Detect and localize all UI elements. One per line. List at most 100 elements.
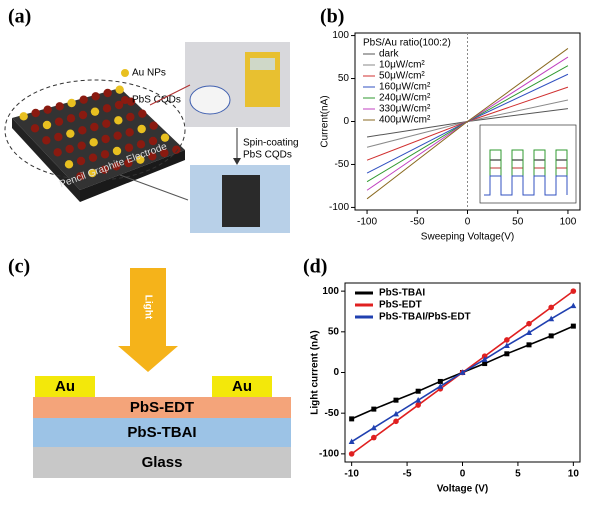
marker — [548, 333, 554, 339]
marker — [370, 424, 377, 431]
layer-label: PbS-TBAI — [127, 424, 196, 441]
particle — [114, 116, 123, 125]
legend-label: 240μW/cm² — [379, 93, 431, 104]
particle — [101, 134, 110, 144]
marker — [392, 410, 399, 417]
au-label: Au — [55, 378, 75, 395]
particle — [138, 109, 147, 118]
y-axis-title: Current(nA) — [320, 95, 331, 147]
legend-label: 400μW/cm² — [379, 115, 431, 126]
particle — [115, 85, 124, 94]
layer-label: PbS-EDT — [130, 399, 194, 416]
marker — [481, 353, 488, 360]
x-axis-title: Sweeping Voltage(V) — [421, 232, 514, 243]
y-tick-label: 50 — [338, 73, 350, 84]
particle — [172, 145, 181, 154]
logo-paper — [189, 85, 231, 115]
marker — [482, 361, 488, 367]
marker — [504, 351, 510, 357]
particle — [91, 92, 100, 101]
x-tick-label: 5 — [515, 469, 521, 480]
x-tick-label: 100 — [560, 217, 577, 228]
layer-label: Glass — [142, 454, 183, 471]
marker — [349, 416, 355, 422]
marker — [459, 369, 466, 375]
particle — [53, 148, 62, 157]
legend-label: PbS-EDT — [379, 300, 422, 311]
arrow — [149, 84, 191, 106]
marker — [548, 304, 554, 311]
y-tick-label: 0 — [343, 116, 349, 127]
particle — [66, 129, 75, 138]
particle — [77, 141, 86, 150]
au-pad — [212, 376, 272, 397]
marker — [481, 356, 488, 362]
x-tick-label: -50 — [410, 217, 425, 228]
particle — [125, 128, 134, 137]
particle — [43, 105, 52, 114]
film — [222, 175, 260, 227]
particle — [102, 104, 112, 113]
particle — [148, 152, 157, 161]
marker — [570, 323, 576, 329]
legend-label: 330μW/cm² — [379, 104, 431, 115]
y-tick-label: 100 — [332, 30, 349, 41]
legend-label: 160μW/cm² — [379, 82, 431, 93]
particle — [114, 100, 124, 110]
particle — [103, 88, 112, 98]
y-tick-label: -50 — [335, 159, 350, 170]
particle — [67, 98, 76, 108]
particle — [137, 124, 146, 134]
particle — [78, 110, 88, 120]
particle — [54, 132, 63, 142]
particle — [89, 138, 98, 147]
particle — [160, 133, 170, 142]
particle — [19, 112, 28, 121]
panel-label: (a) — [8, 6, 31, 28]
particle — [136, 155, 145, 164]
y-tick-label: -100 — [319, 449, 339, 460]
particle — [88, 168, 97, 178]
marker — [570, 288, 577, 294]
au-pad — [35, 376, 95, 397]
particle — [149, 121, 158, 130]
marker — [437, 378, 443, 384]
particle — [148, 136, 158, 146]
particle — [102, 119, 111, 128]
inset-trace — [484, 175, 568, 196]
particle — [42, 120, 52, 130]
particle — [100, 150, 110, 159]
particle — [112, 162, 121, 171]
arrow — [119, 174, 189, 201]
x-tick-label: 0 — [460, 469, 466, 480]
particle — [160, 148, 169, 158]
particle — [124, 143, 134, 152]
particle — [79, 95, 88, 104]
x-tick-label: -10 — [344, 469, 359, 480]
layer — [33, 418, 291, 447]
marker — [415, 402, 421, 408]
legend-label: PbS-TBAI — [379, 288, 425, 299]
y-tick-label: 0 — [333, 367, 339, 378]
particle — [76, 156, 86, 166]
legend-swatch — [121, 96, 129, 104]
inset — [479, 124, 577, 204]
y-tick-label: 100 — [322, 286, 339, 297]
legend-label: dark — [379, 49, 399, 60]
electrode-side — [12, 118, 80, 202]
panel-a: Pencil Graphite Electrode Au NPs PbS CQD… — [4, 42, 299, 233]
y-tick-label: -100 — [329, 202, 349, 213]
light-label: Light — [142, 295, 153, 320]
particle — [90, 122, 99, 132]
marker — [503, 342, 510, 349]
y-tick-label: -50 — [325, 408, 340, 419]
marker — [415, 388, 421, 394]
particle — [30, 124, 40, 133]
particle — [64, 160, 74, 169]
marker — [526, 342, 532, 348]
particle — [112, 146, 122, 156]
legend-label: PbS CQDs — [132, 95, 181, 106]
marker — [371, 434, 377, 441]
particle — [90, 107, 100, 116]
